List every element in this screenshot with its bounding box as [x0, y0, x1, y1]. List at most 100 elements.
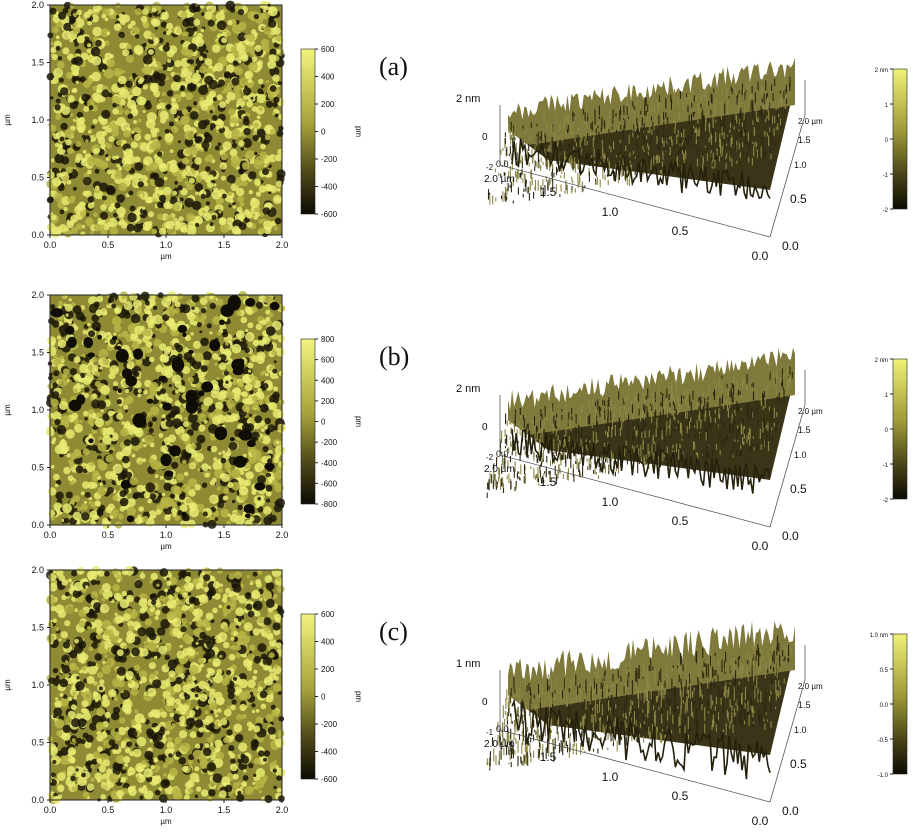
y-tick-label: 1.5 — [31, 623, 44, 633]
x-tick-label: 1.0 — [160, 240, 173, 250]
surface-3d-axes: 1 nm0-1 0.02.0 µm1.51.00.50.02.0 µm1.51.0… — [456, 645, 823, 828]
x-tick-label: 0.5 — [102, 805, 115, 815]
colorbar-tick-label: 400 — [321, 376, 335, 385]
colorbar-tick-label: 600 — [321, 45, 335, 54]
z-axis-top-label: 2 nm — [456, 93, 480, 105]
y-tick-label: 1.0 — [31, 405, 44, 415]
surface-3d-colorbar: 1.0 nm 0.5 0.0 -0.5 -1.0 — [870, 633, 908, 779]
colorbar-unit-label: pm — [354, 691, 363, 702]
colorbar-unit-label: pm — [354, 126, 363, 137]
surface-3d-axes: 2 nm0-2 0.02.0 µm1.51.00.50.02.0 µm1.51.0… — [456, 80, 823, 263]
y-axis-label: µm — [3, 404, 12, 416]
surface-3d: 2 nm0-2 0.02.0 µm1.51.00.50.02.0 µm1.51.0… — [456, 57, 823, 263]
right-axis-tick-label: 0.5 — [790, 482, 807, 496]
right-axis-tick-label: 0.0 — [782, 239, 799, 253]
right-axis-tick-label: 1.0 — [794, 160, 807, 170]
panel-label: (a) — [379, 52, 408, 81]
y-tick-label: 1.0 — [31, 680, 44, 690]
colorbar-tick-label: -400 — [321, 459, 338, 468]
colorbar-3d-tick-label: -1.0 — [878, 773, 889, 779]
colorbar-3d-tick-label: 0 — [885, 138, 889, 144]
left-axis-tick-label: 0.5 — [672, 789, 689, 803]
figure-row-3: 0.0 0.5 1.0 1.5 2.0 0.0 0.5 1.0 1.5 2.0 µm µm 600 400… — [3, 565, 908, 828]
left-axis-tick-label: 1.5 — [540, 750, 557, 764]
z-axis-top-label: 2 nm — [456, 383, 480, 395]
x-tick-label: 1.0 — [160, 805, 173, 815]
colorbar-3d-tick-label: 0 — [885, 428, 889, 434]
left-axis-tick-label: 0.0 — [752, 814, 769, 828]
colorbar-3d-tick-label: 0.0 — [880, 703, 889, 709]
x-axis-label: µm — [160, 817, 172, 826]
surface-3d-colorbar: 2 nm 1 0 -1 -2 — [875, 68, 908, 214]
colorbar-3d-tick-label: -1 — [883, 463, 889, 469]
right-axis-tick-label: 1.5 — [798, 700, 811, 710]
x-axis-label: µm — [160, 542, 172, 551]
height-map-colorbar: 600 400 200 0 -200 -400 -600 pm — [300, 610, 363, 784]
right-axis-tick-label: 1.0 — [794, 725, 807, 735]
right-axis-tick-label: 1.5 — [798, 135, 811, 145]
colorbar-3d-tick-label: -2 — [883, 208, 889, 214]
x-tick-label: 1.0 — [160, 530, 173, 540]
y-tick-label: 2.0 — [31, 290, 44, 300]
right-axis-tick-label: 0.5 — [790, 757, 807, 771]
colorbar-3d-tick-label: -1 — [883, 173, 889, 179]
left-axis-tick-label: 1.0 — [602, 770, 619, 784]
colorbar-3d-tick-label: 2 nm — [875, 68, 888, 74]
colorbar-3d-tick-label: -0.5 — [878, 738, 889, 744]
panel-label: (b) — [379, 342, 409, 371]
surface-3d: 2 nm0-2 0.02.0 µm1.51.00.50.02.0 µm1.51.0… — [456, 347, 823, 553]
left-axis-end-label: 2.0 µm — [484, 739, 515, 750]
x-tick-label: 0.5 — [102, 530, 115, 540]
x-tick-label: 1.5 — [218, 240, 231, 250]
colorbar-tick-label: -400 — [321, 183, 338, 192]
y-tick-label: 0.5 — [31, 173, 44, 183]
height-map: 0.0 0.5 1.0 1.5 2.0 0.0 0.5 1.0 1.5 2.0 µm µm — [3, 565, 288, 826]
colorbar-tick-label: 0 — [321, 128, 326, 137]
colorbar-tick-label: -200 — [321, 720, 338, 729]
right-axis-end-label: 2.0 µm — [798, 682, 823, 691]
z-axis-zero-label: 0 — [482, 422, 488, 433]
base-corner-label: 0.0 — [496, 724, 509, 734]
surface-3d-axes: 2 nm0-2 0.02.0 µm1.51.00.50.02.0 µm1.51.0… — [456, 370, 823, 553]
colorbar-3d-tick-label: -2 — [883, 498, 889, 504]
figure-row-2: 0.0 0.5 1.0 1.5 2.0 0.0 0.5 1.0 1.5 2.0 µm µm 800 600… — [3, 290, 908, 553]
left-axis-end-label: 2.0 µm — [484, 464, 515, 475]
colorbar-tick-label: 200 — [321, 100, 335, 109]
z-axis-bottom-label: -2 — [486, 453, 494, 462]
y-axis-label: µm — [3, 679, 12, 691]
colorbar-3d-tick-label: 0.5 — [880, 668, 889, 674]
y-tick-label: 1.5 — [31, 58, 44, 68]
y-tick-label: 1.5 — [31, 348, 44, 358]
z-axis-bottom-label: -1 — [486, 728, 494, 737]
z-axis-bottom-label: -2 — [486, 163, 494, 172]
right-axis-tick-label: 1.0 — [794, 450, 807, 460]
y-tick-label: 2.0 — [31, 565, 44, 575]
x-tick-label: 2.0 — [276, 240, 289, 250]
height-map: 0.0 0.5 1.0 1.5 2.0 0.0 0.5 1.0 1.5 2.0 µm µm — [3, 290, 288, 551]
right-axis-tick-label: 0.5 — [790, 192, 807, 206]
colorbar-3d-tick-label: 1 — [885, 103, 889, 109]
base-corner-label: 0.0 — [496, 159, 509, 169]
panel-label: (c) — [379, 617, 408, 646]
colorbar-unit-label: pm — [354, 416, 363, 427]
y-tick-label: 0.5 — [31, 463, 44, 473]
colorbar-3d-tick-label: 2 nm — [875, 358, 888, 364]
colorbar-tick-label: 200 — [321, 397, 335, 406]
y-tick-label: 0.0 — [31, 520, 44, 530]
colorbar-tick-label: -200 — [321, 155, 338, 164]
colorbar-tick-label: 0 — [321, 418, 326, 427]
x-tick-label: 2.0 — [276, 530, 289, 540]
colorbar-tick-label: 800 — [321, 335, 335, 344]
colorbar-tick-label: -800 — [321, 500, 338, 509]
base-corner-label: 0.0 — [496, 449, 509, 459]
colorbar-tick-label: -200 — [321, 438, 338, 447]
x-tick-label: 0.5 — [102, 240, 115, 250]
colorbar-tick-label: 600 — [321, 356, 335, 365]
left-axis-end-label: 2.0 µm — [484, 174, 515, 185]
x-tick-label: 0.0 — [44, 240, 57, 250]
colorbar-tick-label: -600 — [321, 479, 338, 488]
right-axis-tick-label: 1.5 — [798, 425, 811, 435]
y-tick-label: 2.0 — [31, 0, 44, 10]
surface-3d: 1 nm0-1 0.02.0 µm1.51.00.50.02.0 µm1.51.0… — [456, 620, 823, 828]
